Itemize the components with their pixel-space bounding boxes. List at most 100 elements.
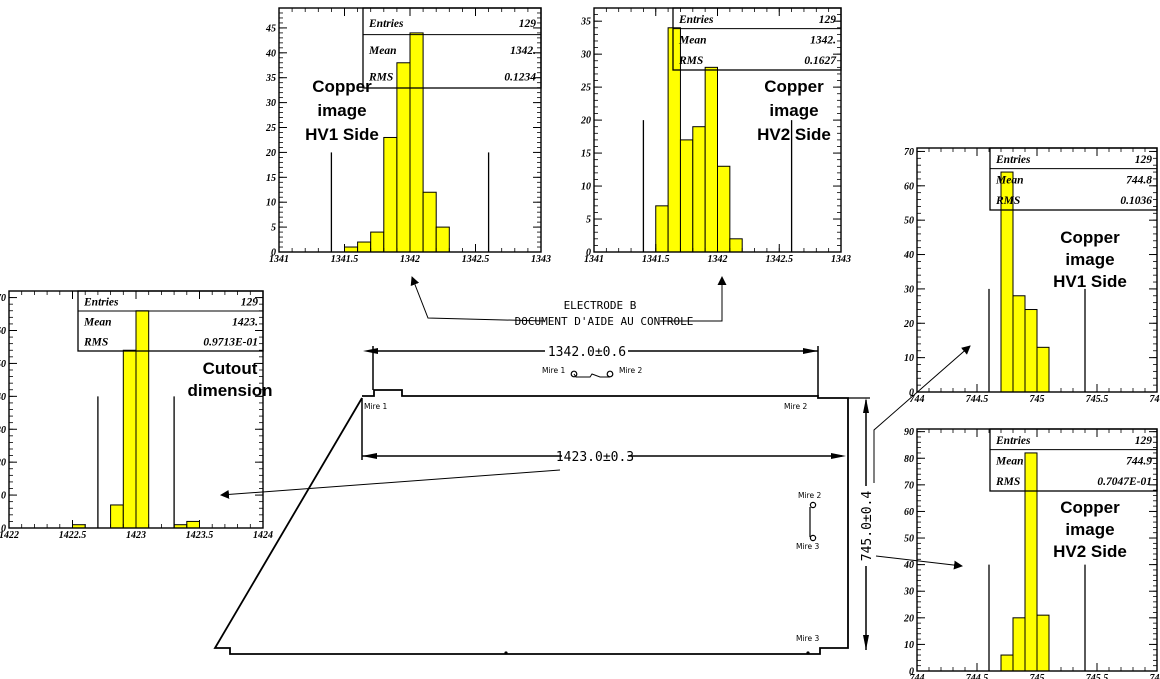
y-tick-label: 20 (903, 613, 914, 624)
stats-key: RMS (83, 336, 108, 348)
histogram-bar (1012, 617, 1026, 672)
y-tick-label: 0 (1, 524, 6, 535)
stats-key: Mean (368, 45, 396, 57)
histogram-bar (135, 310, 150, 529)
dim-vertical-label: 745.0±0.4 (860, 491, 875, 562)
histogram-bar (409, 32, 424, 253)
dim-middle-label: 1423.0±0.3 (556, 450, 634, 465)
y-tick-label: 50 (904, 216, 914, 227)
x-tick-label: 1423.5 (186, 530, 214, 541)
histogram-bar (122, 349, 137, 529)
x-tick-label: 1422.5 (59, 530, 87, 541)
mire-label: Mire 3 (796, 634, 819, 643)
x-tick-label: 1341.5 (331, 254, 359, 265)
mire-label: Mire 3 (796, 542, 819, 551)
stats-box (672, 7, 842, 71)
dim-middle-arrow-right (831, 453, 846, 459)
y-tick-label: 5 (586, 215, 591, 226)
y-tick-label: 30 (580, 50, 591, 61)
stats-key: RMS (995, 476, 1020, 488)
mire-label: Mire 1 (542, 366, 565, 375)
y-tick-label: 30 (903, 284, 914, 295)
x-tick-label: 1343 (531, 254, 551, 265)
stats-box (77, 290, 264, 352)
pointer-arrow-right-bottom (875, 555, 963, 570)
x-tick-label: 1341 (584, 254, 604, 265)
y-tick-label: 70 (904, 147, 914, 158)
electrode-drawing: ELECTRODE B DOCUMENT D'AIDE AU CONTROLE … (213, 276, 971, 655)
stats-key: Mean (995, 175, 1023, 187)
pointer-arrow-left (220, 469, 561, 499)
y-tick-label: 0 (586, 248, 591, 259)
x-tick-label: 1341 (269, 254, 289, 265)
stats-key: Entries (995, 435, 1031, 447)
histogram-bar (1036, 614, 1050, 672)
stats-box (362, 7, 542, 89)
pointer-arrow-top-right (660, 276, 727, 322)
histogram-annotation: Copper (1060, 498, 1120, 517)
histogram-bar (357, 241, 372, 253)
y-tick-label: 15 (266, 173, 276, 184)
histogram-annotation: image (317, 101, 366, 120)
histogram-annotation: Cutout (203, 359, 258, 378)
y-tick-label: 30 (265, 98, 276, 109)
y-tick-label: 70 (904, 480, 914, 491)
y-tick-label: 60 (904, 507, 914, 518)
histogram-bar (1012, 295, 1026, 393)
y-tick-label: 40 (0, 392, 6, 403)
histogram-bar (422, 191, 437, 253)
y-tick-label: 20 (265, 148, 276, 159)
histogram-bar (655, 205, 669, 253)
histogram-bar (383, 136, 398, 253)
x-tick-label: 745 (1030, 673, 1045, 679)
histogram-bar (110, 504, 124, 529)
x-tick-label: 1423 (126, 530, 146, 541)
stats-value: 129 (241, 296, 259, 308)
histogram-annotation: image (1065, 250, 1114, 269)
x-tick-label: 1424 (253, 530, 273, 541)
mire-label: Mire 2 (619, 366, 642, 375)
stats-value: 0.9713E-01 (203, 336, 258, 348)
histogram-right-bottom: 744 744.5 745 745.5 746 0 10 20 30 40 50 60 70 80 90 En… (903, 427, 1160, 679)
x-tick-label: 1342 (708, 254, 728, 265)
histogram-annotation: HV1 Side (305, 125, 379, 144)
histogram-annotation: Copper (312, 77, 372, 96)
y-tick-label: 30 (0, 425, 6, 436)
histogram-right-top: 744 744.5 745 745.5 746 0 10 20 30 40 50 60 70 Entrie… (903, 147, 1160, 405)
histogram-annotation: image (769, 101, 818, 120)
y-tick-label: 30 (903, 587, 914, 598)
histogram-bar (344, 246, 359, 253)
y-tick-label: 20 (0, 458, 6, 469)
histogram-bar (692, 126, 706, 253)
y-tick-label: 10 (904, 640, 914, 651)
y-tick-label: 35 (265, 73, 276, 84)
y-tick-label: 25 (580, 83, 591, 94)
stats-key: RMS (368, 72, 393, 84)
histogram-bar (370, 231, 385, 253)
y-tick-label: 25 (265, 123, 276, 134)
y-tick-label: 0 (909, 667, 914, 678)
stats-value: 0.7047E-01 (1097, 476, 1152, 488)
histogram-bar (1036, 346, 1050, 393)
histogram-bar (1000, 654, 1014, 672)
y-tick-label: 90 (904, 427, 914, 438)
stats-value: 1423. (232, 316, 258, 328)
y-tick-label: 80 (904, 454, 914, 465)
stats-value: 0.1234 (504, 72, 536, 84)
stats-key: Entries (83, 296, 119, 308)
mire-marker (606, 370, 614, 378)
stats-key: RMS (678, 55, 703, 67)
mire-label: Mire 2 (798, 491, 821, 500)
dim-top-arrow-left (363, 348, 378, 354)
y-tick-label: 60 (0, 326, 6, 337)
y-tick-label: 0 (909, 388, 914, 399)
y-tick-label: 10 (266, 198, 276, 209)
x-tick-label: 1343 (831, 254, 851, 265)
x-tick-label: 745.5 (1086, 673, 1109, 679)
stats-box (989, 428, 1158, 492)
y-tick-label: 50 (0, 359, 6, 370)
stats-value: 1342. (810, 35, 836, 47)
histogram-bar (679, 139, 694, 253)
x-tick-label: 745.5 (1086, 394, 1109, 405)
x-tick-label: 744 (910, 673, 925, 679)
